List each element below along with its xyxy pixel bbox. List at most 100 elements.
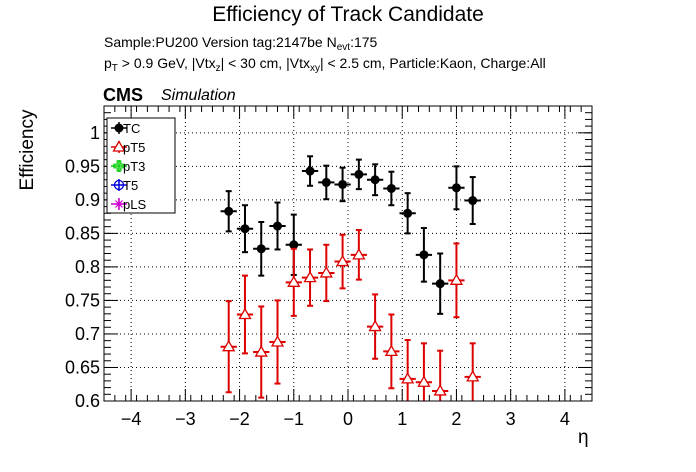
tc-marker xyxy=(386,183,396,193)
pt5-marker xyxy=(368,319,382,332)
selection-cuts-line: pT > 0.9 GeV, |Vtxz| < 30 cm, |Vtxxy| < … xyxy=(104,55,546,74)
y-tick-label: 0.8 xyxy=(75,257,100,277)
nevt-value: :175 xyxy=(350,34,378,50)
vtx-xy-cut-text: | < 2.5 cm, Particle:Kaon, Charge:All xyxy=(319,55,546,71)
pt5-data-point xyxy=(366,293,384,360)
tc-data-point xyxy=(448,165,465,211)
pt5-marker xyxy=(433,384,447,396)
legend-label: T5 xyxy=(123,178,138,193)
x-tick-label: −3 xyxy=(175,409,196,429)
pt5-data-point xyxy=(301,248,319,307)
tc-marker xyxy=(289,240,299,250)
x-tick-label: 1 xyxy=(397,409,407,429)
data-points xyxy=(220,155,481,401)
pt5-data-point xyxy=(269,299,286,385)
pt5-marker xyxy=(303,270,317,283)
y-tick-label: 0.9 xyxy=(75,190,100,210)
plot-frame xyxy=(103,105,593,402)
tc-data-point xyxy=(334,166,351,203)
pt5-marker xyxy=(352,248,366,260)
tc-marker xyxy=(451,183,461,193)
legend-entry-pls: pLS xyxy=(111,197,146,212)
pt5-marker xyxy=(335,254,350,267)
pt5-marker xyxy=(384,344,399,357)
pt5-data-point xyxy=(334,233,351,290)
legend-label: pLS xyxy=(123,197,146,212)
tc-data-point xyxy=(253,220,270,277)
pt5-data-point xyxy=(399,338,416,401)
tc-marker xyxy=(321,177,331,187)
simulation-label: Simulation xyxy=(161,87,236,104)
legend-marker xyxy=(114,199,124,209)
tc-marker xyxy=(273,221,283,231)
pt5-marker xyxy=(254,345,268,357)
pt5-data-point xyxy=(236,274,254,355)
pt5-data-point xyxy=(318,243,335,303)
tc-marker xyxy=(354,169,364,179)
pt5-data-point xyxy=(448,242,465,319)
tc-marker xyxy=(224,206,234,216)
pt-symbol: p xyxy=(104,55,112,71)
sample-info-line: Sample:PU200 Version tag:2147be Nevt:175 xyxy=(104,34,377,53)
pt-subscript: T xyxy=(111,63,118,74)
pt5-marker xyxy=(449,273,464,285)
pt5-marker xyxy=(401,372,415,384)
x-tick-label: −4 xyxy=(121,409,142,429)
legend-marker xyxy=(113,160,125,172)
legend-label: pT5 xyxy=(123,140,145,155)
pt5-data-point xyxy=(432,349,449,401)
pt5-marker xyxy=(222,339,236,352)
x-axis-label: η xyxy=(578,427,589,448)
nevt-subscript: evt xyxy=(336,42,351,53)
y-tick-label: 0.95 xyxy=(65,156,100,176)
vtx-z-cut-text: | < 30 cm, |Vtx xyxy=(220,55,310,71)
chart-title: Efficiency of Track Candidate xyxy=(212,3,484,26)
pt5-marker xyxy=(238,307,252,320)
sample-info-text: Sample:PU200 Version tag:2147be N xyxy=(104,34,337,50)
pt5-marker xyxy=(287,275,301,287)
tc-data-point xyxy=(383,170,400,207)
tc-data-point xyxy=(301,155,319,187)
tc-data-point xyxy=(350,158,367,191)
tc-marker xyxy=(403,208,413,218)
x-tick-label: 2 xyxy=(451,409,461,429)
pt5-data-point xyxy=(350,229,367,281)
pt5-marker xyxy=(270,335,285,347)
tc-marker xyxy=(370,175,380,185)
legend: TC pT5 pT3 T5 pLS xyxy=(106,117,176,214)
legend-label: pT3 xyxy=(123,159,145,174)
tc-marker xyxy=(419,250,429,260)
pt5-data-point xyxy=(285,247,302,317)
legend-entry-tc: TC xyxy=(111,121,140,136)
tc-data-point xyxy=(220,190,237,233)
legend-marker xyxy=(112,140,126,152)
pt5-data-point xyxy=(220,300,237,394)
tc-data-point xyxy=(464,176,481,225)
pt5-marker xyxy=(319,266,333,278)
tc-marker xyxy=(256,244,266,254)
tc-data-point xyxy=(399,192,416,235)
y-tick-label: 0.7 xyxy=(75,324,100,344)
legend-marker xyxy=(113,179,125,191)
tc-marker xyxy=(305,166,315,176)
y-tick-label: 0.65 xyxy=(65,357,100,377)
tc-data-point xyxy=(318,164,335,201)
x-tick-label: −1 xyxy=(284,409,305,429)
vtx-z-subscript: z xyxy=(215,63,221,74)
cms-label: CMS xyxy=(103,85,143,105)
tc-data-point xyxy=(366,163,384,197)
tc-data-point xyxy=(269,201,286,251)
x-tick-label: −2 xyxy=(229,409,250,429)
legend-entry-pt3: pT3 xyxy=(111,159,145,174)
y-tick-label: 0.85 xyxy=(65,223,100,243)
tc-data-point xyxy=(432,252,449,315)
pt-cut-text: > 0.9 GeV, |Vtx xyxy=(117,55,216,71)
legend-entry-pt5: pT5 xyxy=(111,140,145,155)
vtx-xy-subscript: xy xyxy=(309,63,320,74)
legend-label: TC xyxy=(123,121,140,136)
tc-marker xyxy=(338,179,348,189)
y-tick-label: 0.75 xyxy=(65,290,100,310)
tc-marker xyxy=(435,279,445,289)
y-tick-label: 1 xyxy=(90,123,100,143)
